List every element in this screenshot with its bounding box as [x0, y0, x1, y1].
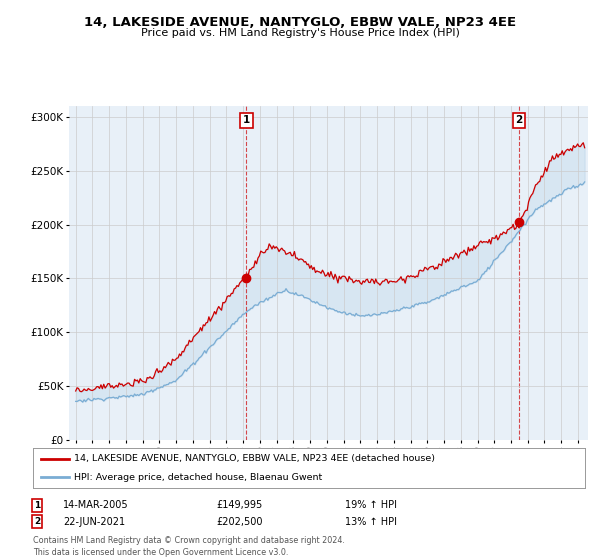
Text: 14, LAKESIDE AVENUE, NANTYGLO, EBBW VALE, NP23 4EE: 14, LAKESIDE AVENUE, NANTYGLO, EBBW VALE…	[84, 16, 516, 29]
Text: 13% ↑ HPI: 13% ↑ HPI	[345, 517, 397, 527]
Text: £149,995: £149,995	[216, 500, 262, 510]
Text: 2: 2	[34, 517, 40, 526]
Text: Price paid vs. HM Land Registry's House Price Index (HPI): Price paid vs. HM Land Registry's House …	[140, 28, 460, 38]
Text: 14, LAKESIDE AVENUE, NANTYGLO, EBBW VALE, NP23 4EE (detached house): 14, LAKESIDE AVENUE, NANTYGLO, EBBW VALE…	[74, 454, 436, 463]
Text: Contains HM Land Registry data © Crown copyright and database right 2024.
This d: Contains HM Land Registry data © Crown c…	[33, 536, 345, 557]
Text: 22-JUN-2021: 22-JUN-2021	[63, 517, 125, 527]
Text: 2: 2	[515, 115, 523, 125]
Text: 14-MAR-2005: 14-MAR-2005	[63, 500, 128, 510]
Text: 1: 1	[34, 501, 40, 510]
Text: HPI: Average price, detached house, Blaenau Gwent: HPI: Average price, detached house, Blae…	[74, 473, 323, 482]
Text: 19% ↑ HPI: 19% ↑ HPI	[345, 500, 397, 510]
Text: 1: 1	[243, 115, 250, 125]
Text: £202,500: £202,500	[216, 517, 263, 527]
